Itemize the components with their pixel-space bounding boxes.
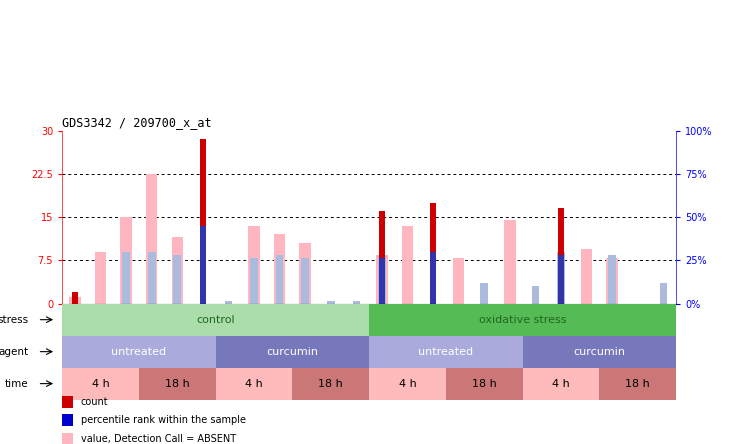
Text: untreated: untreated bbox=[111, 347, 167, 357]
Bar bbox=[148, 252, 156, 304]
Bar bbox=[376, 255, 387, 304]
Text: control: control bbox=[197, 315, 235, 325]
Bar bbox=[274, 234, 285, 304]
Bar bbox=[121, 217, 132, 304]
Bar bbox=[558, 255, 564, 304]
Text: 18 h: 18 h bbox=[165, 379, 189, 388]
Text: value, Detection Call = ABSENT: value, Detection Call = ABSENT bbox=[80, 434, 235, 444]
Bar bbox=[249, 226, 260, 304]
Bar bbox=[446, 368, 523, 400]
Bar bbox=[292, 368, 369, 400]
Text: stress: stress bbox=[0, 315, 29, 325]
Bar bbox=[480, 284, 488, 304]
Text: 4 h: 4 h bbox=[245, 379, 263, 388]
Bar bbox=[172, 237, 183, 304]
Text: curcumin: curcumin bbox=[266, 347, 319, 357]
Text: percentile rank within the sample: percentile rank within the sample bbox=[80, 415, 246, 425]
Text: untreated: untreated bbox=[418, 347, 474, 357]
Bar bbox=[531, 286, 539, 304]
Bar bbox=[659, 284, 667, 304]
Bar bbox=[72, 292, 77, 304]
Bar bbox=[62, 396, 73, 408]
Bar bbox=[62, 368, 139, 400]
Bar bbox=[431, 202, 436, 304]
Text: 4 h: 4 h bbox=[552, 379, 570, 388]
Bar bbox=[224, 301, 232, 304]
Text: 4 h: 4 h bbox=[91, 379, 110, 388]
Bar bbox=[369, 368, 446, 400]
Bar bbox=[369, 336, 523, 368]
Text: 18 h: 18 h bbox=[472, 379, 496, 388]
Bar bbox=[250, 258, 258, 304]
Text: time: time bbox=[4, 379, 29, 388]
Text: agent: agent bbox=[0, 347, 29, 357]
Text: oxidative stress: oxidative stress bbox=[479, 315, 567, 325]
Bar bbox=[431, 252, 436, 304]
Bar bbox=[523, 368, 599, 400]
Bar bbox=[557, 252, 565, 304]
Bar bbox=[146, 174, 157, 304]
Bar bbox=[216, 368, 292, 400]
Bar bbox=[200, 139, 205, 304]
Bar bbox=[62, 304, 369, 336]
Bar bbox=[402, 226, 413, 304]
Bar bbox=[558, 209, 564, 304]
Bar bbox=[599, 368, 676, 400]
Bar bbox=[378, 255, 386, 304]
Text: 4 h: 4 h bbox=[398, 379, 417, 388]
Bar bbox=[523, 336, 676, 368]
Bar bbox=[62, 414, 73, 426]
Bar bbox=[607, 258, 618, 304]
Bar bbox=[173, 255, 181, 304]
Bar bbox=[200, 226, 205, 304]
Bar bbox=[95, 252, 106, 304]
Text: count: count bbox=[80, 396, 108, 407]
Bar bbox=[608, 255, 616, 304]
Bar bbox=[327, 301, 335, 304]
Bar bbox=[369, 304, 676, 336]
Bar bbox=[139, 368, 216, 400]
Bar bbox=[300, 243, 311, 304]
Bar bbox=[352, 301, 360, 304]
Bar bbox=[276, 255, 284, 304]
Bar bbox=[379, 258, 385, 304]
Bar bbox=[62, 433, 73, 444]
Bar bbox=[122, 252, 130, 304]
Text: curcumin: curcumin bbox=[573, 347, 626, 357]
Bar bbox=[69, 297, 80, 304]
Bar bbox=[301, 258, 309, 304]
Bar bbox=[504, 220, 515, 304]
Text: 18 h: 18 h bbox=[626, 379, 650, 388]
Bar bbox=[216, 336, 369, 368]
Bar bbox=[62, 336, 216, 368]
Text: GDS3342 / 209700_x_at: GDS3342 / 209700_x_at bbox=[62, 116, 212, 129]
Bar bbox=[453, 258, 464, 304]
Text: 18 h: 18 h bbox=[319, 379, 343, 388]
Bar bbox=[581, 249, 592, 304]
Bar bbox=[379, 211, 385, 304]
